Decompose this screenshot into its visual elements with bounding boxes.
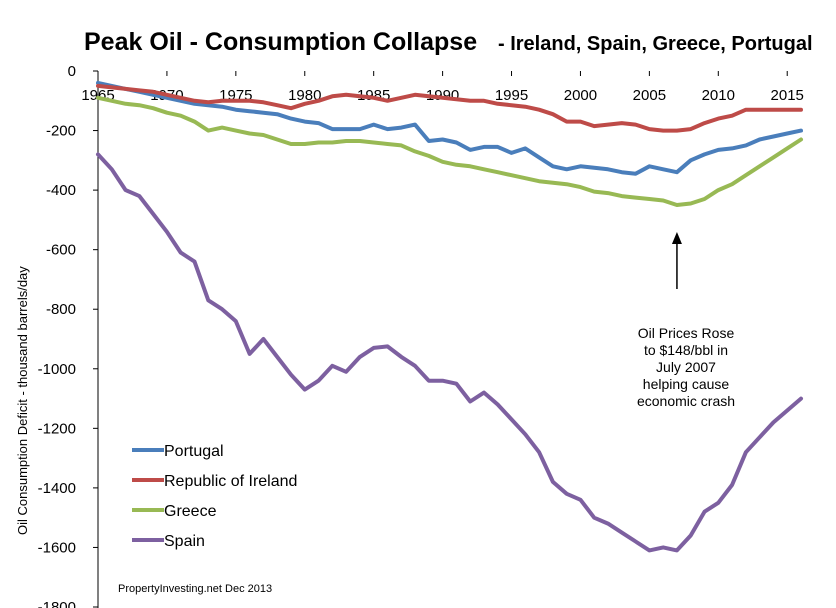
series-lines: [96, 80, 803, 553]
annotation-text: economic crash: [637, 393, 735, 409]
x-tick-label: 2000: [564, 87, 597, 104]
x-tick-label: 2015: [771, 87, 804, 104]
series-line-republic-of-ireland: [96, 83, 803, 133]
x-tick-label: 1980: [288, 87, 321, 104]
y-tick-label: -1200: [38, 420, 76, 437]
x-tick-label: 1995: [495, 87, 528, 104]
y-tick-label: -1800: [38, 599, 76, 608]
series-line-portugal: [96, 80, 803, 176]
legend-label: Greece: [164, 503, 217, 520]
annotation-text: July 2007: [656, 359, 716, 375]
y-tick-label: -400: [46, 182, 76, 199]
legend: Portugal Republic of Ireland Greece Spain: [132, 443, 297, 550]
chart-subtitle: - Ireland, Spain, Greece, Portugal: [498, 33, 813, 55]
x-tick-label: 2010: [702, 87, 735, 104]
legend-label: Republic of Ireland: [164, 473, 297, 490]
y-tick-label: -600: [46, 242, 76, 259]
annotation-text: helping cause: [643, 376, 730, 392]
legend-label: Spain: [164, 533, 205, 550]
annotation-text: Oil Prices Rose: [638, 325, 735, 341]
annotation-text: to $148/bbl in: [644, 342, 728, 358]
series-line-greece: [96, 95, 803, 207]
annotation-arrow-head: [671, 232, 682, 244]
y-tick-label: -200: [46, 123, 76, 140]
chart-title: Peak Oil - Consumption Collapse: [84, 28, 477, 56]
y-axis-label: Oil Consumption Deficit - thousand barre…: [15, 266, 30, 535]
series-line-spain: [96, 152, 803, 553]
y-tick-label: 0: [68, 63, 76, 80]
legend-label: Portugal: [164, 443, 224, 460]
source-note: PropertyInvesting.net Dec 2013: [118, 583, 272, 595]
x-tick-label: 2005: [633, 87, 666, 104]
y-tick-label: -800: [46, 301, 76, 318]
y-axis-ticks: 0 -200 -400 -600 -800 -1000 -1200 -1400 -1600 -18…: [38, 63, 98, 608]
y-tick-label: -1400: [38, 480, 76, 497]
y-tick-label: -1600: [38, 539, 76, 556]
y-tick-label: -1000: [38, 361, 76, 378]
